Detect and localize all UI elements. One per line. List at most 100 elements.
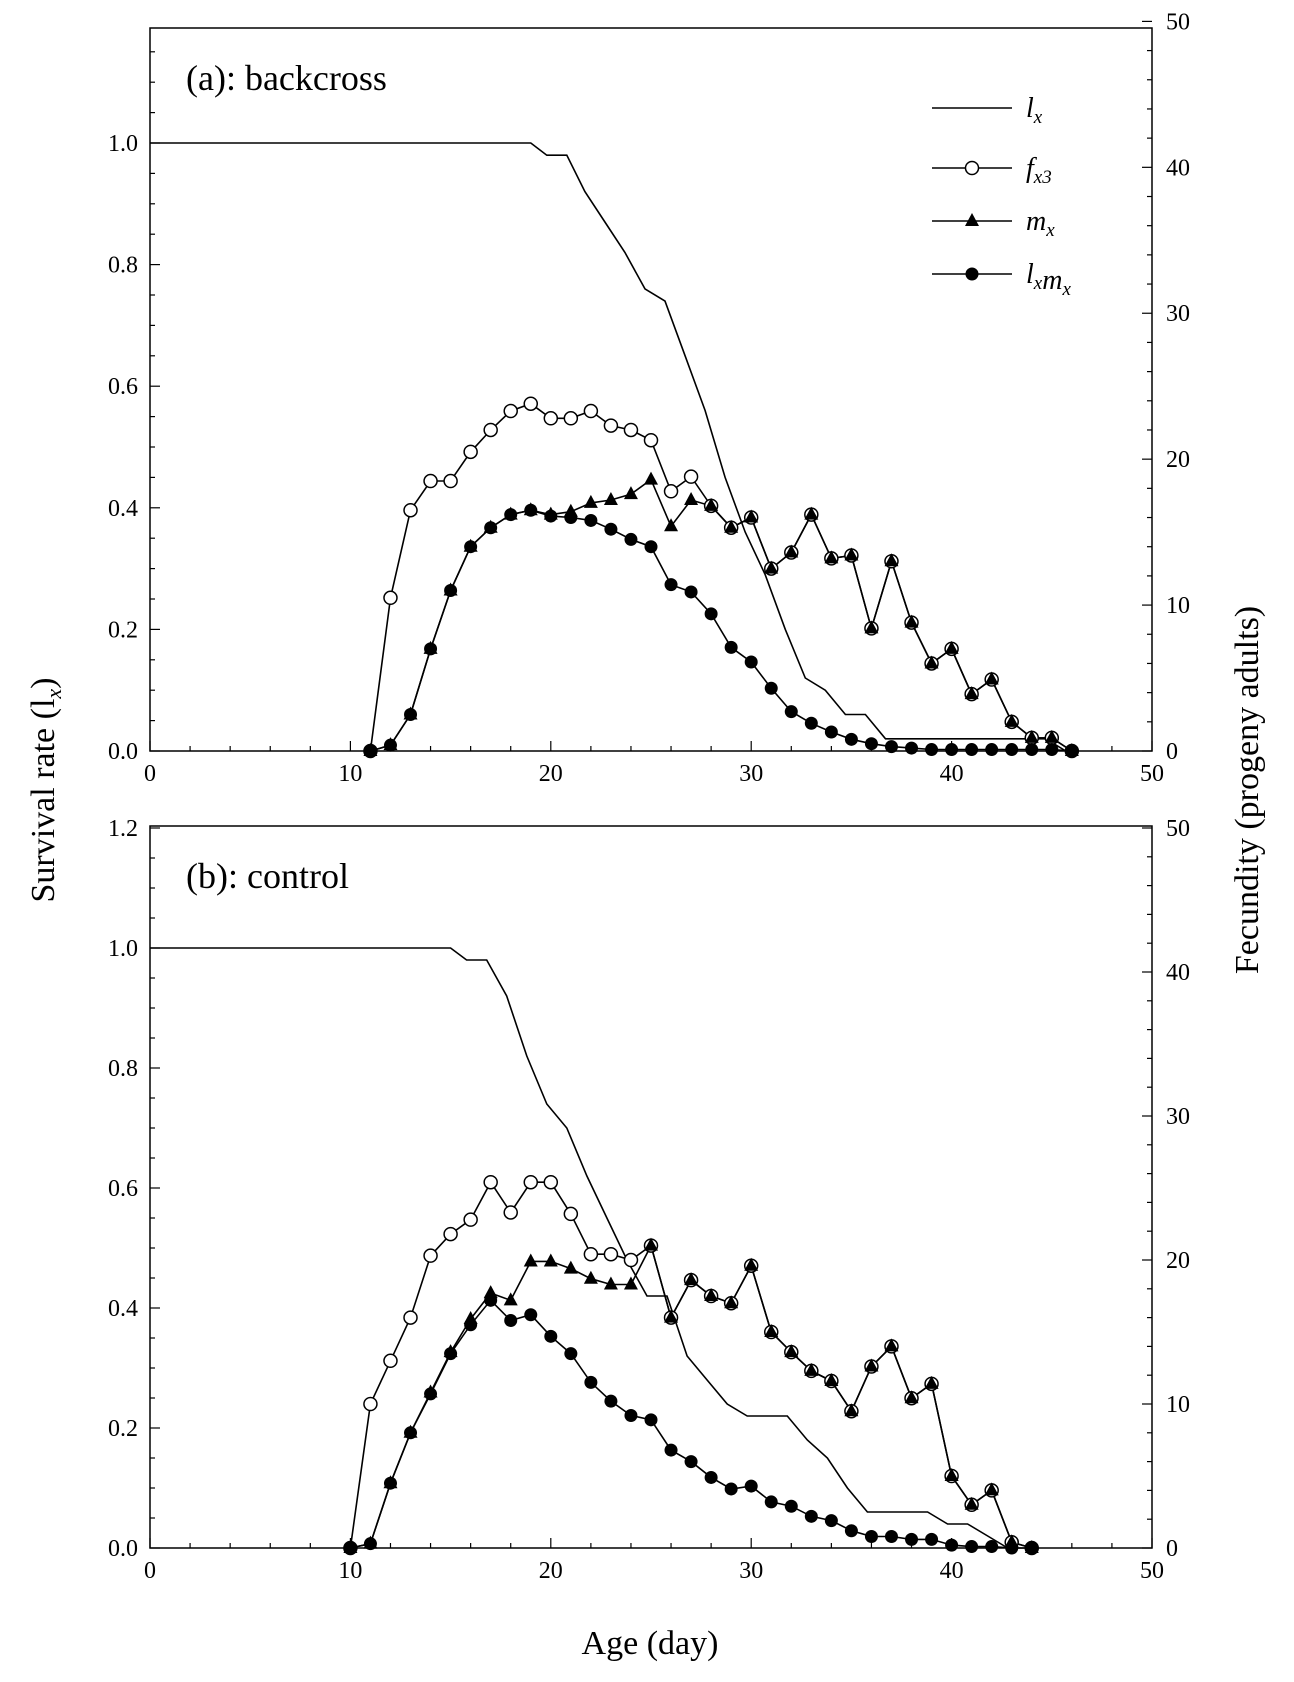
mx-point [563,1260,578,1274]
lxmx-point [945,743,959,757]
series-line-mx [350,1243,1033,1549]
left-tick-label: 1.2 [108,816,138,842]
mx-point [844,1403,859,1417]
lxmx-point [764,1495,778,1509]
legend-marker-fx3 [964,160,980,176]
fx3-point [643,432,659,448]
fx3-point [443,1226,458,1242]
mx-point [824,1372,839,1386]
mx-point [784,1344,799,1358]
panel-label: (b): control [186,856,349,896]
mx-point [884,1338,899,1352]
legend-label-mx: mx [1026,206,1055,241]
legend-sub2: x [1061,279,1071,300]
fx3-point [523,396,539,411]
lxmx-point [744,1479,758,1493]
lxmx-point [704,607,718,621]
x-tick-label: 10 [338,1558,362,1584]
x-tick-label: 20 [539,1558,563,1584]
lxmx-point [604,522,618,536]
right-tick-label: 0 [1166,739,1178,765]
lxmx-point [864,737,878,751]
lxmx-point [804,1509,818,1523]
lxmx-point [985,1540,999,1554]
x-tick-label: 40 [940,1558,964,1584]
mx-point [523,1253,538,1267]
lxmx-point [905,1532,919,1546]
right-tick-label: 50 [1166,9,1190,35]
left-tick-label: 0.4 [108,1296,138,1322]
mx-point [744,509,759,523]
legend-marker-lxmx [965,267,979,281]
mx-point [904,1390,919,1404]
lxmx-point [544,509,558,523]
fx3-point [523,1174,539,1190]
mx-point [784,544,799,558]
lxmx-point [784,1499,798,1513]
lxmx-point [484,521,498,535]
mx-point [623,1276,638,1290]
right-tick-label: 40 [1166,155,1190,181]
lxmx-point [925,1532,939,1546]
mx-point [503,1292,518,1306]
fx3-point [443,473,458,489]
fx3-point [403,1310,418,1325]
lxmx-point [464,540,478,554]
lxmx-point [724,1482,738,1496]
lxmx-point [363,744,377,758]
left-tick-label: 0.2 [108,617,138,643]
mx-point [704,1288,719,1301]
fx3-point [383,590,398,606]
legend-main: l [1026,259,1034,290]
fx3-point [583,1246,599,1262]
lxmx-point [404,1426,418,1440]
lxmx-point [644,540,658,554]
lxmx-point [504,508,518,522]
mx-point [684,1272,699,1286]
mx-point [724,519,739,533]
legend-sub: x3 [1033,167,1052,188]
lxmx-point [684,1455,698,1469]
y-left-title-sub: x [41,689,66,700]
lxmx-point [1005,1541,1019,1555]
lxmx-point [744,655,758,669]
y-left-title-close: ) [25,677,62,688]
lxmx-point [624,1409,638,1423]
lxmx-point [664,578,678,592]
legend-sub: x [1033,273,1043,294]
fx3-point [663,484,679,499]
left-tick-label: 0.6 [108,374,138,400]
fx3-point [623,422,639,438]
legend-main: l [1026,93,1034,124]
mx-point [644,471,658,485]
right-tick-label: 0 [1166,1536,1178,1562]
left-tick-label: 0.0 [108,739,138,765]
mx-point [543,1253,558,1267]
legend-sub: x [1033,107,1043,128]
x-tick-label: 20 [539,761,563,787]
left-tick-label: 0.6 [108,1176,138,1202]
lxmx-point [1025,743,1039,757]
series-line-lx [150,947,1009,1549]
lxmx-point [925,743,939,757]
lxmx-point [784,705,798,719]
fx3-point [623,1252,639,1268]
mx-point [583,1270,598,1284]
mx-point [864,620,879,634]
lxmx-point [724,640,738,654]
lxmx-point [664,1443,678,1457]
fx3-point [403,502,418,518]
x-tick-label: 50 [1140,761,1164,787]
lxmx-point [824,1514,838,1528]
mx-point [844,547,859,561]
mx-point [944,640,959,654]
legend-label-lx: lx [1026,93,1043,128]
mx-point [724,1295,739,1309]
x-tick-label: 0 [144,1558,156,1584]
lxmx-point [965,743,979,757]
lxmx-point [965,1540,979,1554]
series-line-lxmx [350,1299,1032,1549]
